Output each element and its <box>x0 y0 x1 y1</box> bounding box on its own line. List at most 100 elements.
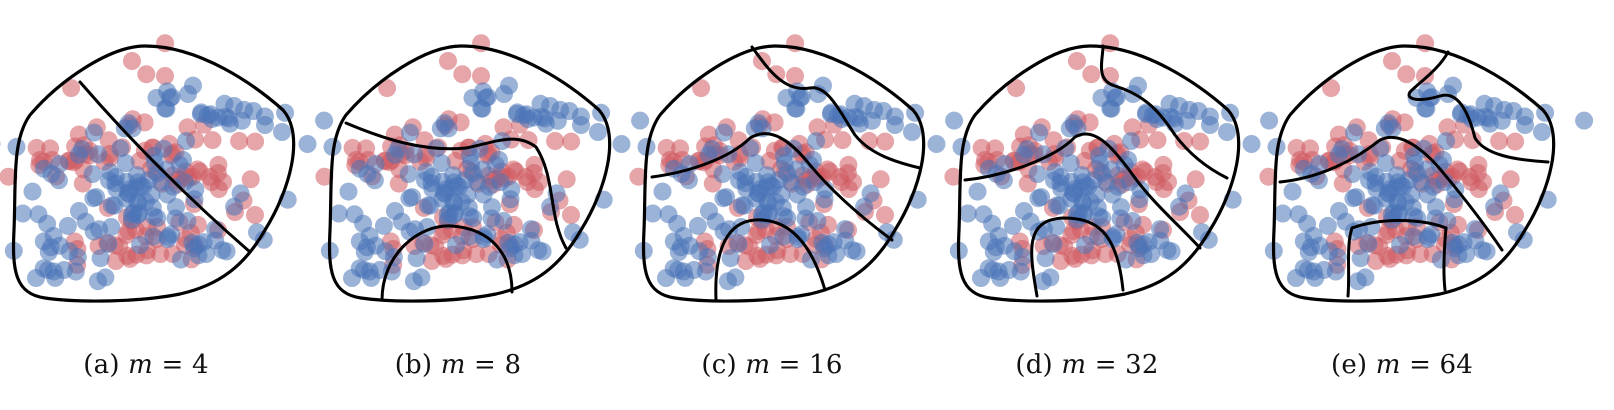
blue-point <box>1344 189 1363 208</box>
caption-c-prefix: (c) <box>701 350 737 380</box>
blue-point <box>1445 239 1464 258</box>
blue-point <box>1283 182 1302 201</box>
blue-point <box>536 114 555 133</box>
red-point <box>241 170 260 189</box>
red-point <box>1191 206 1209 224</box>
caption-d: (d) m = 32 <box>957 350 1217 380</box>
red-point <box>246 132 265 151</box>
red-point <box>844 173 862 191</box>
red-point <box>123 52 141 70</box>
blue-point <box>460 227 479 246</box>
blue-point <box>144 207 163 226</box>
blue-point <box>1242 135 1261 153</box>
blue-point <box>1411 172 1430 191</box>
red-point <box>1259 167 1278 186</box>
blue-point <box>417 162 436 181</box>
red-point <box>504 160 523 179</box>
blue-point <box>979 232 998 251</box>
blue-point <box>522 220 541 239</box>
blue-point <box>714 189 733 208</box>
blue-point <box>1029 189 1048 208</box>
blue-point <box>13 204 32 223</box>
blue-point <box>643 204 662 223</box>
blue-point <box>1000 261 1018 279</box>
blue-point <box>69 145 88 164</box>
blue-point <box>1103 230 1122 248</box>
blue-point <box>1028 165 1047 184</box>
blue-point <box>775 146 793 165</box>
blue-point <box>1273 204 1292 223</box>
blue-point <box>474 230 493 248</box>
panel-b-outline <box>327 44 612 303</box>
blue-point <box>88 272 107 291</box>
blue-point <box>1090 146 1108 165</box>
blue-point <box>101 162 120 181</box>
blue-point <box>170 155 189 174</box>
blue-point <box>1151 220 1170 239</box>
panel-c-partition-line-1 <box>650 132 894 242</box>
blue-point <box>1318 216 1337 235</box>
blue-point <box>1033 272 1052 291</box>
blue-point <box>185 190 204 209</box>
blue-point <box>273 123 291 141</box>
caption-b: (b) m = 8 <box>328 350 588 380</box>
blue-point <box>50 236 69 255</box>
blue-point <box>1485 197 1504 216</box>
caption-d-prefix: (d) <box>1015 350 1053 380</box>
blue-point <box>404 272 423 291</box>
blue-point <box>366 236 385 255</box>
blue-point <box>355 261 373 279</box>
blue-point <box>958 204 977 223</box>
blue-point <box>58 216 77 235</box>
blue-point <box>968 182 987 201</box>
panel-d <box>927 34 1279 303</box>
blue-point <box>700 202 718 220</box>
blue-point <box>729 234 748 253</box>
blue-point <box>386 202 404 220</box>
blue-point <box>501 239 520 258</box>
blue-point <box>1477 242 1496 261</box>
blue-point <box>461 146 479 165</box>
red-point <box>871 170 890 189</box>
blue-point <box>487 250 506 269</box>
blue-point <box>374 216 393 235</box>
red-point <box>246 206 264 224</box>
blue-point <box>89 145 108 164</box>
blue-point <box>1404 227 1423 246</box>
blue-point <box>589 123 607 141</box>
blue-point <box>185 239 204 258</box>
red-point <box>833 131 852 150</box>
blue-point <box>111 139 130 158</box>
blue-point <box>23 182 42 201</box>
blue-point <box>1030 123 1048 142</box>
blue-point <box>631 111 650 130</box>
blue-point <box>447 236 466 254</box>
caption-c-value: 16 <box>809 350 843 380</box>
blue-point <box>358 164 377 183</box>
blue-point <box>0 141 1 147</box>
blue-point <box>1122 132 1141 151</box>
blue-point <box>171 250 190 269</box>
blue-point <box>385 145 404 164</box>
blue-point <box>177 132 196 151</box>
blue-point <box>315 111 334 130</box>
blue-point <box>850 114 869 133</box>
caption-c-equals: = <box>778 350 801 380</box>
blue-point <box>668 214 687 233</box>
blue-point <box>192 103 211 122</box>
blue-point <box>1015 202 1033 220</box>
blue-point <box>796 209 815 228</box>
blue-point <box>407 249 426 268</box>
panel-b-partition-line-1 <box>344 121 568 250</box>
blue-point <box>432 154 451 173</box>
caption-b-equals: = <box>474 350 497 380</box>
blue-point <box>1130 190 1149 209</box>
blue-point <box>1343 165 1362 184</box>
blue-point <box>501 190 520 209</box>
red-point <box>1186 170 1205 189</box>
blue-point <box>1514 230 1533 249</box>
blue-point <box>766 192 785 211</box>
red-point <box>436 249 455 268</box>
blue-point <box>1036 249 1055 268</box>
blue-point <box>836 220 855 239</box>
